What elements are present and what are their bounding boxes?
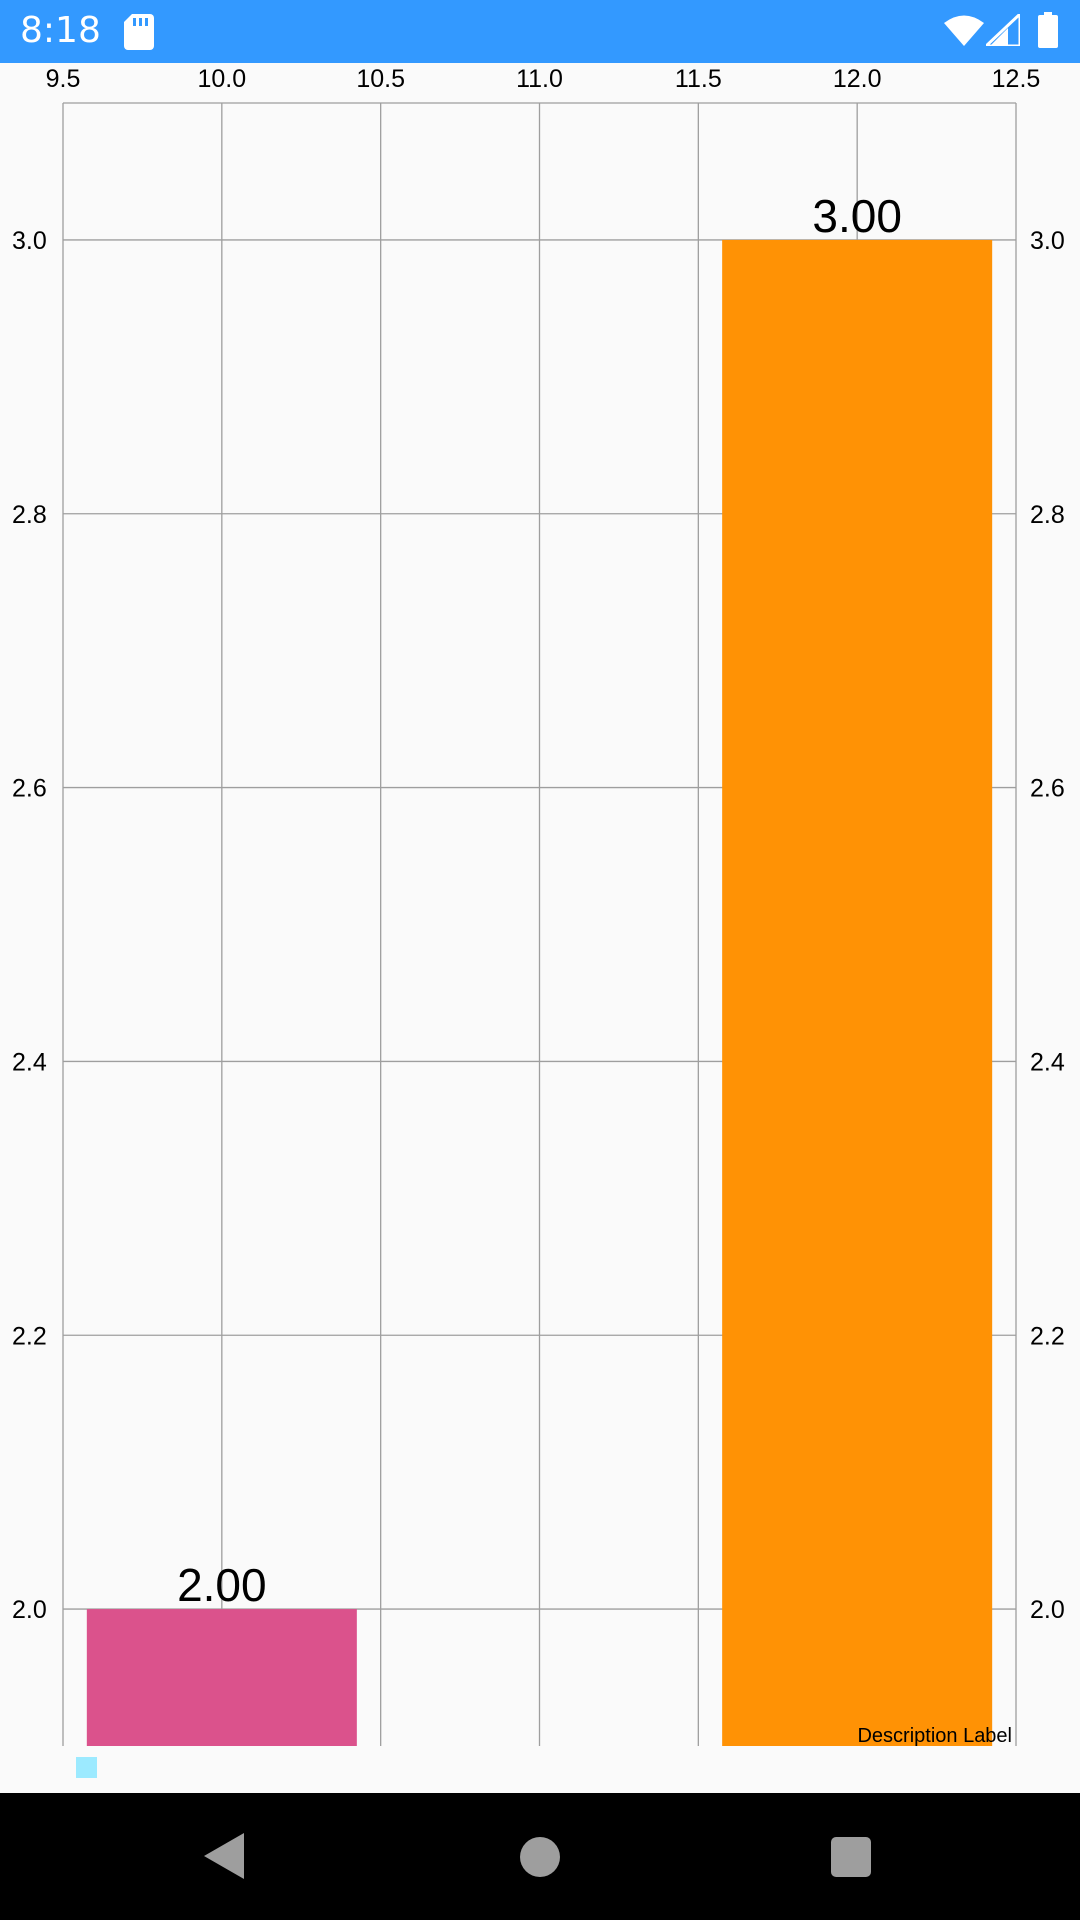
y-tick-label-left: 2.0: [12, 1596, 47, 1624]
signal-icon: [986, 14, 1020, 46]
legend-swatch: [76, 1757, 97, 1778]
status-bar: 8:18: [0, 0, 1080, 63]
bar-value-label: 2.00: [177, 1559, 267, 1611]
y-tick-label-left: 2.4: [12, 1048, 47, 1076]
x-tick-label: 11.5: [675, 65, 722, 93]
sd-card-icon: [124, 14, 154, 50]
y-tick-label-left: 2.6: [12, 775, 47, 803]
battery-icon: [1038, 12, 1058, 48]
bar-value-label: 3.00: [812, 190, 902, 242]
back-button[interactable]: [204, 1833, 244, 1879]
y-tick-label-right: 2.6: [1030, 775, 1065, 803]
x-tick-label: 10.0: [197, 65, 246, 93]
recents-button[interactable]: [831, 1837, 871, 1877]
x-tick-label: 12.0: [833, 65, 882, 93]
y-tick-label-right: 2.4: [1030, 1048, 1065, 1076]
x-tick-label: 12.5: [992, 65, 1041, 93]
status-time: 8:18: [20, 10, 101, 51]
x-tick-label: 9.5: [46, 65, 81, 93]
wifi-icon: [944, 15, 984, 46]
bar: [722, 239, 993, 1747]
y-tick-label-right: 2.0: [1030, 1596, 1065, 1624]
bar-chart-plot: 2.00 3.00 9.5 10.0 10.5 11.0 11.5 12.0 12.5 2.0 2.…: [12, 65, 1065, 1778]
y-tick-label-left: 2.2: [12, 1322, 47, 1350]
home-button[interactable]: [520, 1837, 560, 1877]
x-tick-label: 10.5: [356, 65, 405, 93]
y-tick-label-left: 3.0: [12, 227, 47, 255]
bar: [86, 1609, 357, 1746]
description-label: Description Label: [857, 1725, 1012, 1747]
navigation-bar: [0, 1793, 1080, 1920]
y-tick-label-left: 2.8: [12, 501, 47, 529]
x-tick-label: 11.0: [516, 65, 563, 93]
y-tick-label-right: 3.0: [1030, 227, 1065, 255]
y-tick-label-right: 2.2: [1030, 1322, 1065, 1350]
y-tick-label-right: 2.8: [1030, 501, 1065, 529]
bar-chart[interactable]: 2.00 3.00 9.5 10.0 10.5 11.0 11.5 12.0 12.5 2.0 2.…: [0, 63, 1080, 1793]
